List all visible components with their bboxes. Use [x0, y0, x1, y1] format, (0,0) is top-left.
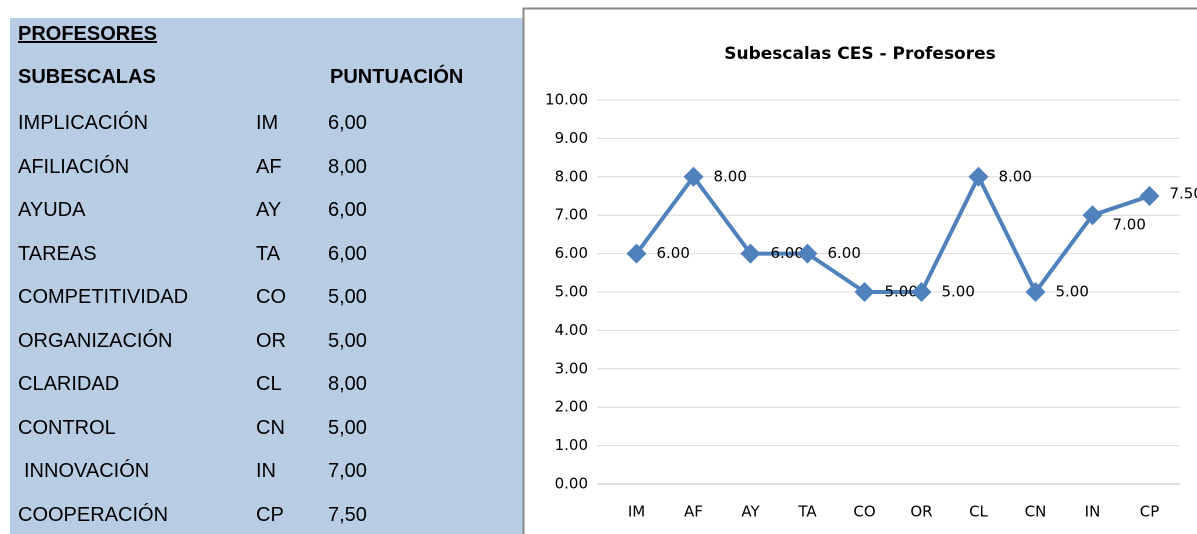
row-code: OR	[256, 329, 286, 352]
row-name: IMPLICACIÓN	[18, 112, 149, 134]
row-score: 7,50	[328, 503, 367, 526]
row-score: 6,00	[328, 199, 367, 221]
row-name: CLARIDAD	[18, 373, 120, 395]
x-tick-label: IN	[1085, 503, 1101, 521]
y-tick-label: 10.00	[545, 91, 588, 109]
data-label: 8.00	[999, 167, 1032, 185]
data-label: 7.00	[1113, 216, 1146, 234]
row-score: 5,00	[328, 329, 367, 352]
marker	[1139, 186, 1160, 206]
row-code: CO	[256, 286, 286, 308]
line	[634, 174, 1151, 294]
row-name: ORGANIZACIÓN	[18, 329, 173, 352]
data-label: 8.00	[714, 167, 747, 185]
table-panel	[10, 18, 523, 534]
row-score: 8,00	[328, 155, 367, 178]
y-tick-label: 9.00	[555, 129, 588, 147]
marker	[740, 243, 761, 264]
row-name: INNOVACIÓN	[24, 460, 150, 482]
row-name: CONTROL	[18, 416, 116, 439]
row-code: IM	[256, 112, 279, 134]
y-tick-label: 5.00	[555, 283, 588, 301]
x-tick-label: TA	[797, 503, 817, 521]
column-header: SUBESCALAS	[18, 66, 156, 88]
row-code: IN	[256, 460, 276, 482]
row-name: AFILIACIÓN	[18, 155, 130, 178]
row-code: CL	[256, 373, 282, 395]
x-tick-label: OR	[910, 503, 932, 521]
data-label: 5.00	[1056, 283, 1089, 301]
data-label: 5.00	[885, 283, 918, 301]
row-score: 6,00	[328, 112, 367, 134]
row-code: TA	[256, 242, 281, 265]
y-tick-label: 4.00	[555, 321, 588, 339]
row-code: AF	[256, 155, 282, 178]
y-tick-label: 8.00	[555, 167, 588, 185]
row-code: AY	[256, 199, 282, 221]
row-score: 8,00	[328, 373, 367, 395]
x-tick-label: AF	[684, 503, 703, 521]
y-tick-label: 7.00	[555, 206, 588, 224]
x-tick-label: IM	[628, 503, 645, 521]
column-header: PUNTUACIÓN	[330, 66, 464, 88]
marker	[854, 282, 875, 302]
y-tick-label: 3.00	[555, 359, 588, 377]
row-score: 6,00	[328, 242, 367, 265]
row-name: COMPETITIVIDAD	[18, 286, 189, 308]
row-score: 7,00	[328, 460, 367, 482]
marker	[683, 166, 704, 187]
row-name: COOPERACIÓN	[18, 503, 169, 526]
row-score: 5,00	[328, 416, 367, 439]
x-tick-label: AY	[741, 503, 760, 521]
y-tick-label: 1.00	[555, 436, 588, 454]
x-tick-label: CP	[1140, 503, 1160, 521]
data-label: 6.00	[828, 244, 861, 262]
marker	[968, 166, 989, 187]
row-code: CN	[256, 416, 285, 439]
marker	[911, 282, 932, 302]
data-label: 7.50	[1170, 185, 1197, 203]
marker	[626, 243, 647, 264]
chart-title: Subescalas CES - Profesores	[724, 44, 996, 64]
row-code: CP	[256, 503, 284, 526]
marker	[797, 243, 818, 264]
row-name: TAREAS	[18, 242, 97, 265]
y-tick-label: 2.00	[555, 398, 588, 416]
row-name: AYUDA	[18, 199, 86, 221]
data-label: 6.00	[657, 244, 690, 262]
x-tick-label: CO	[853, 503, 875, 521]
y-tick-label: 0.00	[555, 475, 588, 493]
data-label: 5.00	[942, 283, 975, 301]
marker	[1025, 282, 1046, 302]
x-tick-label: CL	[969, 503, 988, 521]
y-tick-label: 6.00	[555, 244, 588, 262]
marker	[1082, 205, 1103, 226]
table-heading: PROFESORES	[18, 23, 157, 45]
x-tick-label: CN	[1025, 503, 1047, 521]
data-label: 6.00	[771, 244, 804, 262]
row-score: 5,00	[328, 286, 367, 308]
